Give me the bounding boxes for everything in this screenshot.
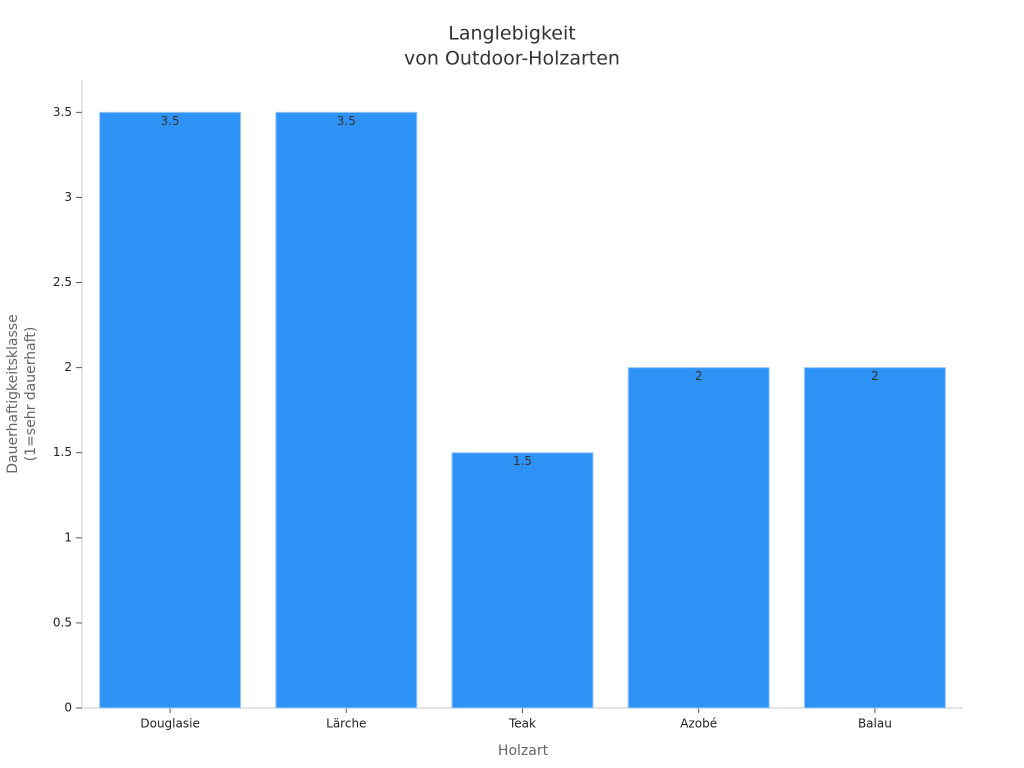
y-tick-label: 1	[64, 530, 72, 544]
y-tick-label: 2.5	[53, 275, 72, 289]
y-axis-title: Dauerhaftigkeitsklasse (1=sehr dauerhaft…	[5, 314, 39, 473]
x-tick-label: Azobé	[680, 717, 717, 731]
value-label: 2	[871, 369, 879, 383]
chart-title: von Outdoor-Holzarten	[404, 48, 620, 70]
value-label: 3.5	[161, 114, 180, 128]
y-axis-title-line: (1=sehr dauerhaft)	[23, 327, 39, 462]
x-axis-title: Holzart	[498, 743, 549, 759]
y-tick-label: 1.5	[53, 445, 72, 459]
x-tick-label: Teak	[508, 717, 536, 731]
x-tick-label: Balau	[858, 717, 892, 731]
y-tick-label: 0	[64, 701, 72, 715]
bar	[627, 367, 770, 709]
y-tick-label: 3	[64, 190, 72, 204]
y-tick-label: 0.5	[53, 615, 72, 629]
x-tick-label: Douglasie	[140, 717, 199, 731]
value-label: 3.5	[337, 114, 356, 128]
value-label: 2	[695, 369, 703, 383]
x-tick-label: Lärche	[326, 717, 366, 731]
chart-title: Langlebigkeit	[448, 23, 575, 45]
bar	[803, 367, 946, 709]
value-label: 1.5	[513, 454, 532, 468]
y-tick-label: 2	[64, 360, 72, 374]
y-tick-label: 3.5	[53, 105, 72, 119]
bar	[99, 111, 242, 709]
bar	[451, 452, 594, 709]
y-axis-title-line: Dauerhaftigkeitsklasse	[5, 314, 21, 473]
bar	[275, 111, 418, 709]
